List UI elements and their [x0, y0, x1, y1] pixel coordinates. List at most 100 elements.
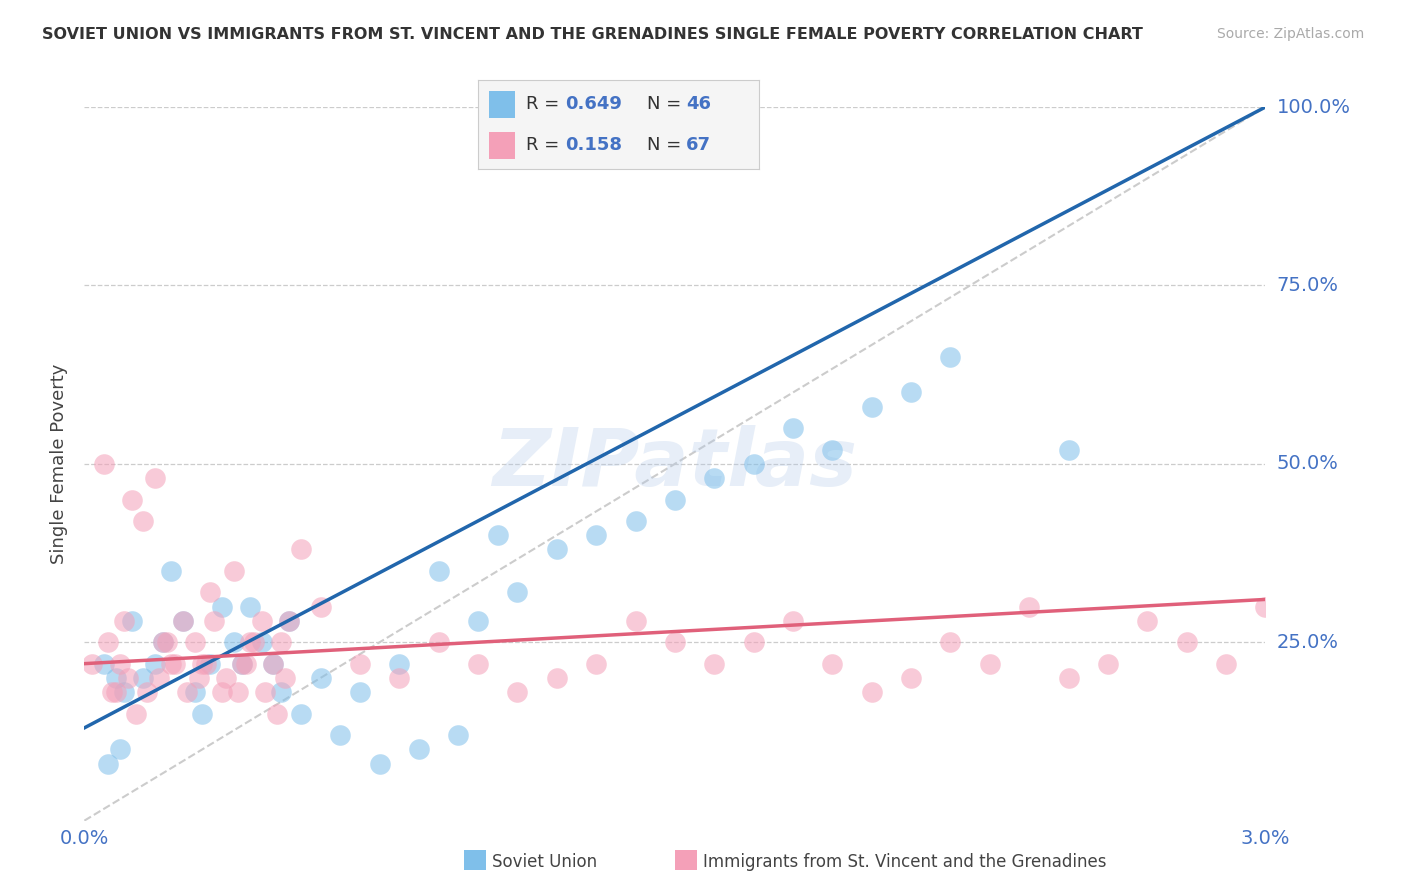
- Text: N =: N =: [647, 136, 686, 154]
- Point: [211, 685, 233, 699]
- Point: [187, 671, 209, 685]
- Point: [1254, 599, 1277, 614]
- Point: [101, 685, 124, 699]
- Point: [191, 657, 214, 671]
- Point: [939, 350, 962, 364]
- Point: [821, 657, 844, 671]
- Point: [112, 614, 135, 628]
- Point: [329, 728, 352, 742]
- Point: [506, 685, 529, 699]
- Point: [447, 728, 470, 742]
- Point: [93, 457, 115, 471]
- Point: [250, 635, 273, 649]
- Point: [239, 599, 262, 614]
- Point: [742, 635, 765, 649]
- Point: [183, 685, 205, 699]
- Text: 50.0%: 50.0%: [1277, 454, 1339, 474]
- Point: [93, 657, 115, 671]
- Point: [486, 528, 509, 542]
- Point: [97, 635, 120, 649]
- Point: [624, 514, 647, 528]
- FancyBboxPatch shape: [489, 132, 515, 159]
- Point: [143, 471, 166, 485]
- Point: [270, 635, 292, 649]
- Point: [132, 671, 155, 685]
- Point: [250, 614, 273, 628]
- Point: [309, 671, 332, 685]
- Point: [172, 614, 194, 628]
- Point: [231, 657, 253, 671]
- Point: [242, 635, 264, 649]
- Point: [152, 635, 174, 649]
- Point: [172, 614, 194, 628]
- Point: [900, 671, 922, 685]
- Point: [262, 657, 284, 671]
- Point: [427, 635, 450, 649]
- Point: [349, 685, 371, 699]
- Point: [467, 614, 489, 628]
- Point: [290, 542, 312, 557]
- Point: [703, 657, 725, 671]
- Point: [235, 657, 257, 671]
- Point: [939, 635, 962, 649]
- Point: [104, 671, 127, 685]
- Point: [782, 421, 804, 435]
- Point: [262, 657, 284, 671]
- Point: [121, 614, 143, 628]
- Point: [104, 685, 127, 699]
- Point: [703, 471, 725, 485]
- Point: [148, 671, 170, 685]
- Point: [254, 685, 277, 699]
- Point: [132, 514, 155, 528]
- Point: [195, 657, 218, 671]
- Text: 100.0%: 100.0%: [1277, 97, 1351, 117]
- Point: [388, 657, 411, 671]
- Point: [112, 685, 135, 699]
- Text: 0.649: 0.649: [565, 95, 621, 113]
- Point: [160, 564, 183, 578]
- Text: 0.158: 0.158: [565, 136, 623, 154]
- Point: [309, 599, 332, 614]
- Point: [226, 685, 249, 699]
- Point: [290, 706, 312, 721]
- Point: [1175, 635, 1198, 649]
- Point: [117, 671, 139, 685]
- Point: [152, 635, 174, 649]
- Point: [546, 671, 568, 685]
- Text: ZIPatlas: ZIPatlas: [492, 425, 858, 503]
- Point: [200, 585, 222, 599]
- Text: R =: R =: [526, 136, 565, 154]
- Point: [121, 492, 143, 507]
- Point: [742, 457, 765, 471]
- Point: [278, 614, 301, 628]
- Point: [467, 657, 489, 671]
- Point: [222, 564, 245, 578]
- Point: [821, 442, 844, 457]
- Point: [1215, 657, 1237, 671]
- Point: [585, 528, 607, 542]
- Point: [664, 492, 686, 507]
- Point: [1057, 442, 1080, 457]
- Point: [585, 657, 607, 671]
- Point: [231, 657, 253, 671]
- Y-axis label: Single Female Poverty: Single Female Poverty: [51, 364, 69, 564]
- Point: [202, 614, 225, 628]
- Point: [274, 671, 297, 685]
- Point: [900, 385, 922, 400]
- Point: [782, 614, 804, 628]
- Text: Source: ZipAtlas.com: Source: ZipAtlas.com: [1216, 27, 1364, 41]
- Point: [664, 635, 686, 649]
- Point: [979, 657, 1001, 671]
- Text: Immigrants from St. Vincent and the Grenadines: Immigrants from St. Vincent and the Gren…: [703, 853, 1107, 871]
- Point: [506, 585, 529, 599]
- Point: [143, 657, 166, 671]
- Point: [388, 671, 411, 685]
- Text: Soviet Union: Soviet Union: [492, 853, 598, 871]
- Text: R =: R =: [526, 95, 565, 113]
- Point: [183, 635, 205, 649]
- Text: SOVIET UNION VS IMMIGRANTS FROM ST. VINCENT AND THE GRENADINES SINGLE FEMALE POV: SOVIET UNION VS IMMIGRANTS FROM ST. VINC…: [42, 27, 1143, 42]
- Point: [176, 685, 198, 699]
- Point: [270, 685, 292, 699]
- Point: [624, 614, 647, 628]
- Point: [191, 706, 214, 721]
